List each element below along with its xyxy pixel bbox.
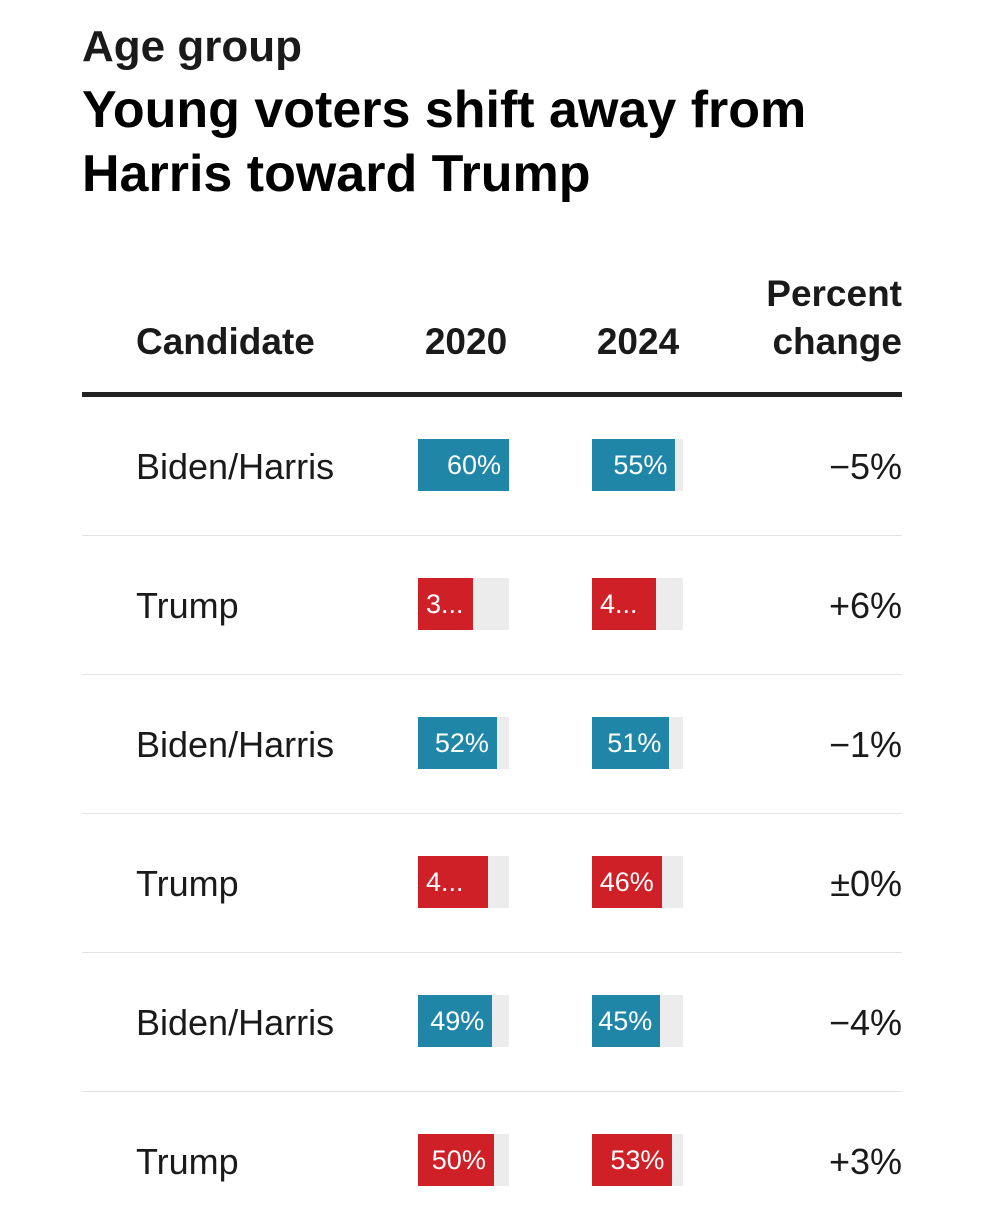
results-table: Candidate 2020 2024 Percent change Biden/… (82, 273, 902, 1230)
column-header-2024: 2024 (596, 321, 680, 362)
table-header: Candidate 2020 2024 Percent change (82, 273, 902, 397)
chart-title: Young voters shift away from Harris towa… (82, 81, 807, 203)
bar-track-2024: 51% (592, 717, 683, 769)
bar-value-label-2020: 4... (426, 867, 464, 897)
bar-value-label-2024: 4... (600, 589, 638, 619)
bar-track-2020: 50% (418, 1134, 509, 1186)
candidate-name: Biden/Harris (136, 446, 335, 487)
column-header-percent-change: Percent change (766, 273, 902, 362)
table-row: Biden/Harris 60% 55% −5% (82, 397, 902, 536)
bar-2024: 46% (592, 856, 662, 908)
bar-track-2024: 4... (592, 578, 683, 630)
bar-track-2024: 45% (592, 995, 683, 1047)
bar-value-label-2020: 49% (430, 1006, 485, 1036)
percent-change: −5% (828, 446, 902, 487)
candidate-name: Trump (136, 1141, 239, 1182)
table-body: Biden/Harris 60% 55% −5% Trump 3... 4... +6% Bid… (82, 397, 902, 1230)
bar-track-2020: 4... (418, 856, 509, 908)
bar-track-2020: 60% (418, 439, 509, 491)
bar-2020: 3... (418, 578, 473, 630)
bar-value-label-2020: 3... (426, 589, 464, 619)
bar-2020: 4... (418, 856, 488, 908)
bar-2024: 4... (592, 578, 656, 630)
candidate-name: Biden/Harris (136, 724, 335, 765)
candidate-name: Trump (136, 585, 239, 626)
bar-2020: 60% (418, 439, 509, 491)
bar-track-2024: 46% (592, 856, 683, 908)
bar-value-label-2020: 50% (431, 1145, 486, 1175)
table-row: Trump 50% 53% +3% (82, 1092, 902, 1230)
percent-change: +6% (828, 585, 902, 626)
percent-change: −1% (828, 724, 902, 765)
bar-track-2024: 55% (592, 439, 683, 491)
bar-2024: 53% (592, 1134, 673, 1186)
bar-track-2024: 53% (592, 1134, 683, 1186)
bar-2020: 52% (418, 717, 497, 769)
table-row: Biden/Harris 49% 45% −4% (82, 953, 902, 1092)
bar-track-2020: 52% (418, 717, 509, 769)
bar-value-label-2024: 55% (613, 450, 668, 480)
bar-2020: 50% (418, 1134, 494, 1186)
bar-track-2020: 49% (418, 995, 509, 1047)
bar-value-label-2024: 46% (599, 867, 654, 897)
chart-kicker: Age group (82, 22, 302, 71)
bar-2024: 55% (592, 439, 676, 491)
table-row: Trump 4... 46% ±0% (82, 814, 902, 953)
candidate-name: Biden/Harris (136, 1002, 335, 1043)
bar-value-label-2024: 53% (610, 1145, 665, 1175)
percent-change: −4% (828, 1002, 902, 1043)
bar-2024: 51% (592, 717, 670, 769)
bar-value-label-2020: 60% (446, 450, 501, 480)
column-header-candidate: Candidate (136, 321, 315, 362)
table-row: Biden/Harris 52% 51% −1% (82, 675, 902, 814)
bar-2020: 49% (418, 995, 493, 1047)
bar-value-label-2020: 52% (434, 728, 489, 758)
bar-value-label-2024: 45% (598, 1006, 653, 1036)
percent-change: ±0% (830, 863, 902, 904)
percent-change: +3% (828, 1141, 902, 1182)
bar-track-2020: 3... (418, 578, 509, 630)
column-header-2020: 2020 (424, 321, 508, 362)
candidate-name: Trump (136, 863, 239, 904)
table-row: Trump 3... 4... +6% (82, 536, 902, 675)
bar-2024: 45% (592, 995, 661, 1047)
bar-value-label-2024: 51% (607, 728, 662, 758)
